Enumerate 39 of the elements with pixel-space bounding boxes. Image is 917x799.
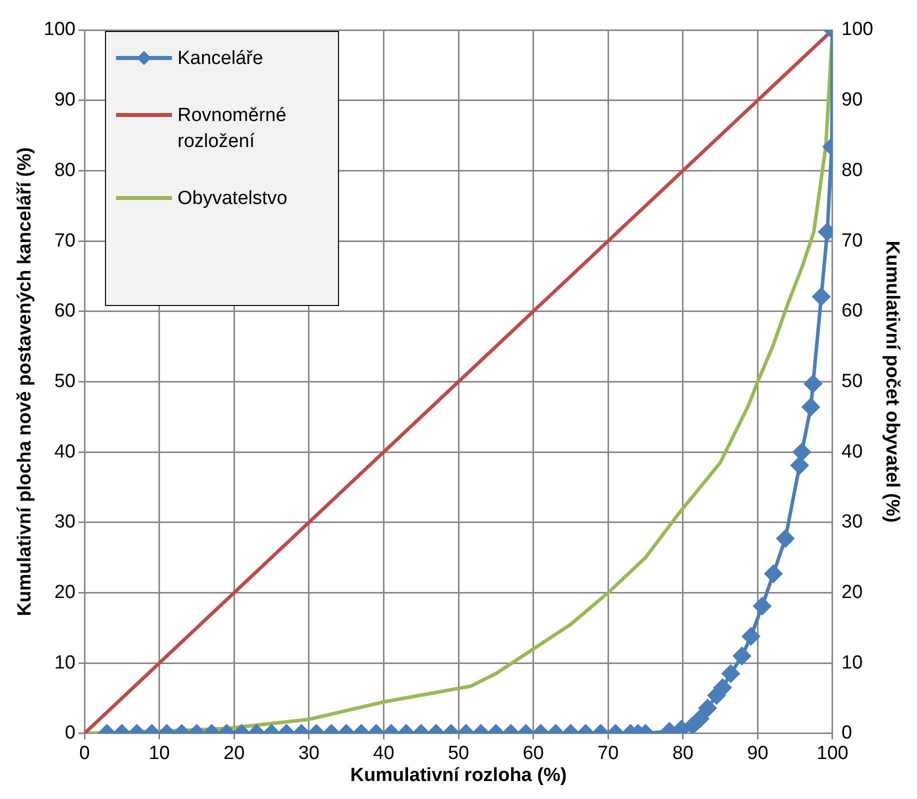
x-tick-label: 30 bbox=[298, 743, 320, 764]
y-tick-label: 20 bbox=[54, 582, 76, 603]
y-tick-label: 40 bbox=[54, 441, 76, 462]
x-axis-title: Kumulativní rozloha (%) bbox=[350, 764, 567, 786]
x-tick-label: 40 bbox=[373, 743, 394, 764]
y2-tick-label: 70 bbox=[842, 230, 863, 252]
y2-tick-label: 40 bbox=[842, 441, 863, 462]
y-tick-label: 60 bbox=[54, 300, 76, 322]
y-tick-label: 100 bbox=[44, 19, 76, 40]
y2-tick-label: 100 bbox=[842, 19, 874, 40]
y2-tick-label: 20 bbox=[842, 582, 863, 603]
y-tick-label: 80 bbox=[54, 160, 76, 181]
y2-tick-label: 10 bbox=[842, 652, 863, 674]
x-tick-label: 20 bbox=[224, 743, 245, 764]
y2-axis-title: Kumulativní počet obyvatel (%) bbox=[881, 240, 902, 523]
legend-label: Rovnoměrné rozložení bbox=[178, 104, 288, 154]
x-tick-label: 70 bbox=[598, 743, 619, 764]
y2-tick-label: 60 bbox=[842, 300, 863, 322]
legend-label: Obyvatelstvo bbox=[178, 186, 288, 211]
y2-tick-label: 80 bbox=[842, 160, 863, 181]
x-tick-label: 0 bbox=[79, 743, 90, 764]
y-tick-label: 0 bbox=[64, 722, 76, 744]
x-tick-label: 50 bbox=[448, 743, 470, 764]
y-tick-label: 90 bbox=[54, 90, 76, 111]
legend-label: Kanceláře bbox=[178, 47, 264, 71]
y2-tick-label: 0 bbox=[842, 722, 852, 744]
y-tick-label: 70 bbox=[54, 230, 76, 252]
y-axis-title: Kumulativní plocha nově postavených kanceláří (%) bbox=[14, 147, 36, 616]
x-tick-label: 100 bbox=[816, 743, 848, 764]
y-tick-label: 30 bbox=[54, 512, 76, 533]
y-tick-label: 50 bbox=[54, 370, 76, 392]
y-tick-label: 10 bbox=[54, 652, 76, 674]
x-tick-label: 90 bbox=[747, 743, 768, 764]
y2-tick-label: 30 bbox=[842, 512, 863, 533]
y2-tick-label: 90 bbox=[842, 90, 863, 111]
x-tick-label: 60 bbox=[522, 743, 544, 764]
x-tick-label: 80 bbox=[672, 743, 694, 764]
y2-tick-label: 50 bbox=[842, 370, 863, 392]
x-tick-label: 10 bbox=[148, 743, 170, 764]
